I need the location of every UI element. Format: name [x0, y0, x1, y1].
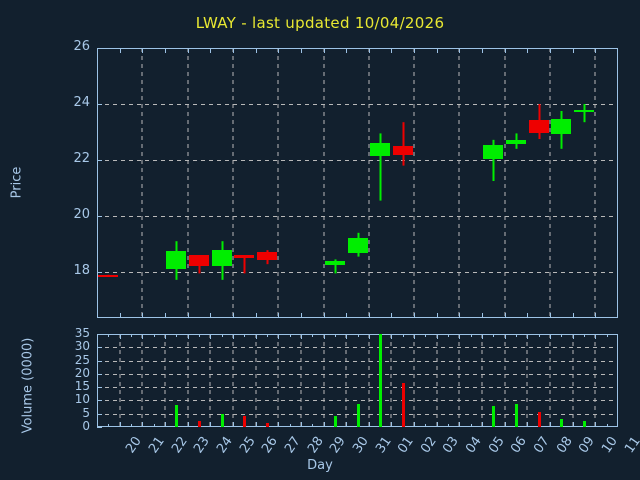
candlestick-body	[370, 143, 390, 156]
candlestick-body	[574, 110, 594, 112]
volume-bar	[492, 406, 495, 427]
volume-bar	[538, 412, 541, 427]
price-tick-label: 24	[73, 95, 90, 110]
candlestick	[257, 250, 277, 265]
candlestick	[98, 274, 118, 278]
volume-tick-label: 0	[82, 419, 90, 433]
volume-bar	[198, 421, 201, 427]
volume-tick-label: 35	[74, 326, 90, 340]
candlestick-body	[189, 255, 209, 266]
volume-bar	[402, 383, 405, 427]
candlestick	[506, 133, 526, 149]
volume-tick-label: 5	[82, 405, 90, 420]
candlestick	[348, 232, 368, 257]
volume-bar	[243, 416, 246, 427]
candlestick	[529, 104, 549, 139]
candlestick-body	[348, 238, 368, 253]
candlestick-body	[325, 261, 345, 265]
candlestick-body	[393, 146, 413, 155]
candlestick	[325, 259, 345, 274]
volume-bar	[357, 404, 360, 427]
price-tick-label: 20	[73, 207, 90, 222]
candlestick	[393, 122, 413, 166]
chart-title: LWAY - last updated 10/04/2026	[195, 14, 445, 32]
volume-bar	[379, 334, 382, 427]
price-tick-label: 18	[73, 263, 90, 278]
candlestick	[574, 104, 594, 123]
volume-bar	[515, 404, 518, 427]
candlestick-body	[506, 140, 526, 144]
candlestick-body	[551, 119, 571, 134]
volume-tick-label: 20	[74, 365, 90, 380]
volume-bar	[221, 414, 224, 427]
volume-bar	[175, 405, 178, 427]
price-panel-frame	[97, 48, 618, 318]
volume-tick-label: 30	[74, 339, 90, 354]
volume-bar	[583, 421, 586, 427]
price-tick-label: 26	[73, 39, 90, 54]
volume-tick-label: 10	[74, 392, 90, 407]
candlestick-body	[529, 120, 549, 133]
candlestick	[166, 241, 186, 280]
candlestick	[212, 241, 232, 280]
candlestick-body	[212, 250, 232, 266]
candlestick	[370, 133, 390, 201]
volume-bar	[334, 416, 337, 427]
volume-bar	[560, 419, 563, 427]
volume-bar	[266, 423, 269, 427]
price-panel-background	[97, 48, 618, 318]
price-tick-label: 22	[73, 151, 90, 166]
volume-tick-label: 25	[74, 352, 90, 367]
volume-tick-label: 15	[74, 379, 90, 394]
candlestick-body	[234, 255, 254, 258]
candlestick-body	[166, 251, 186, 269]
candlestick	[483, 139, 503, 181]
candlestick	[234, 255, 254, 274]
candlestick-body	[483, 145, 503, 159]
candlestick-body	[98, 275, 118, 277]
candlestick	[189, 255, 209, 274]
candlestick-body	[257, 252, 277, 260]
day-axis-label: Day	[307, 458, 333, 473]
candlestick	[551, 111, 571, 149]
